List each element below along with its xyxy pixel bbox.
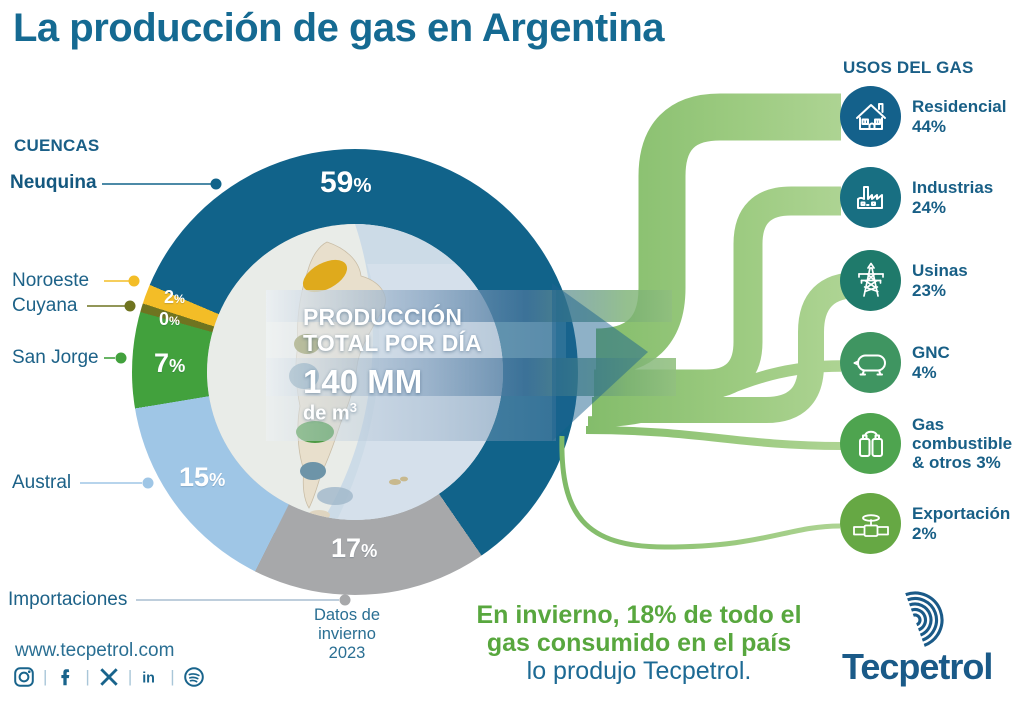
uso-value: 4% <box>912 362 937 382</box>
slice-label-noroeste: 2% <box>164 287 185 307</box>
cuencas-header: CUENCAS <box>14 136 100 155</box>
uso-label: Industrias <box>912 178 994 198</box>
uso-value: & otros 3% <box>912 453 1001 473</box>
social-links: | | | in | <box>13 666 205 688</box>
legend-item-cuyana: Cuyana <box>12 295 78 316</box>
spotify-icon[interactable] <box>183 666 205 688</box>
uso-label: Usinas <box>912 261 968 281</box>
uso-value: 23% <box>912 280 947 300</box>
legend-item-noroeste: Noroeste <box>12 270 90 291</box>
usos-header: USOS DEL GAS <box>843 58 974 77</box>
gnc-tank-icon <box>840 332 901 393</box>
uso-row-usinas: Usinas 23% <box>840 250 1024 311</box>
slice-label-san-jorge: 7% <box>154 348 186 378</box>
power-tower-icon <box>840 250 901 311</box>
uso-row-industrias: Industrias 24% <box>840 167 1024 228</box>
factory-icon <box>840 167 901 228</box>
tecpetrol-logo-mark <box>905 591 944 647</box>
uso-label: Gas combustible <box>912 414 1013 453</box>
data-note: Datos de invierno 2023 <box>313 606 381 662</box>
legend-item-neuquina: Neuquina <box>10 172 97 193</box>
tecpetrol-wordmark: Tecpetrol <box>842 646 993 687</box>
production-total-label: PRODUCCIÓN TOTAL POR DÍA 140 MM de m3 <box>303 304 482 425</box>
legend-item-importaciones: Importaciones <box>8 589 128 610</box>
legend-item-san-jorge: San Jorge <box>12 347 99 368</box>
website-link[interactable]: www.tecpetrol.com <box>15 640 175 661</box>
uso-value: 44% <box>912 116 947 136</box>
slice-label-cuyana: 0% <box>159 309 180 329</box>
slice-label-neuquina: 59% <box>320 166 372 199</box>
uso-row-gnc: GNC 4% <box>840 332 1024 393</box>
uso-row-exportacion: Exportación 2% <box>840 493 1024 554</box>
page-title: La producción de gas en Argentina <box>13 6 665 50</box>
key-message: En invierno, 18% de todo el gas consumid… <box>476 601 802 685</box>
uso-row-gas-combustible: Gas combustible & otros 3% <box>840 413 1024 474</box>
x-icon[interactable] <box>98 666 120 688</box>
legend-item-austral: Austral <box>12 472 72 493</box>
uso-label: GNC <box>912 343 950 363</box>
gas-flow-bands <box>559 93 859 550</box>
uso-label: Residencial <box>912 97 1007 117</box>
house-icon <box>840 86 901 147</box>
slice-label-austral: 15% <box>179 462 226 492</box>
instagram-icon[interactable] <box>13 666 35 688</box>
linkedin-icon[interactable]: in <box>140 666 162 688</box>
uso-value: 24% <box>912 197 947 217</box>
pipeline-valve-icon <box>840 493 901 554</box>
production-total-value: 140 MM <box>303 363 423 400</box>
facebook-icon[interactable] <box>55 666 77 688</box>
gas-cylinders-icon <box>840 413 901 474</box>
uso-value: 2% <box>912 523 937 543</box>
slice-label-importaciones: 17% <box>331 533 378 563</box>
svg-text:in: in <box>142 671 155 687</box>
uso-label: Exportación <box>912 504 1011 524</box>
uso-row-residencial: Residencial 44% <box>840 86 1024 147</box>
